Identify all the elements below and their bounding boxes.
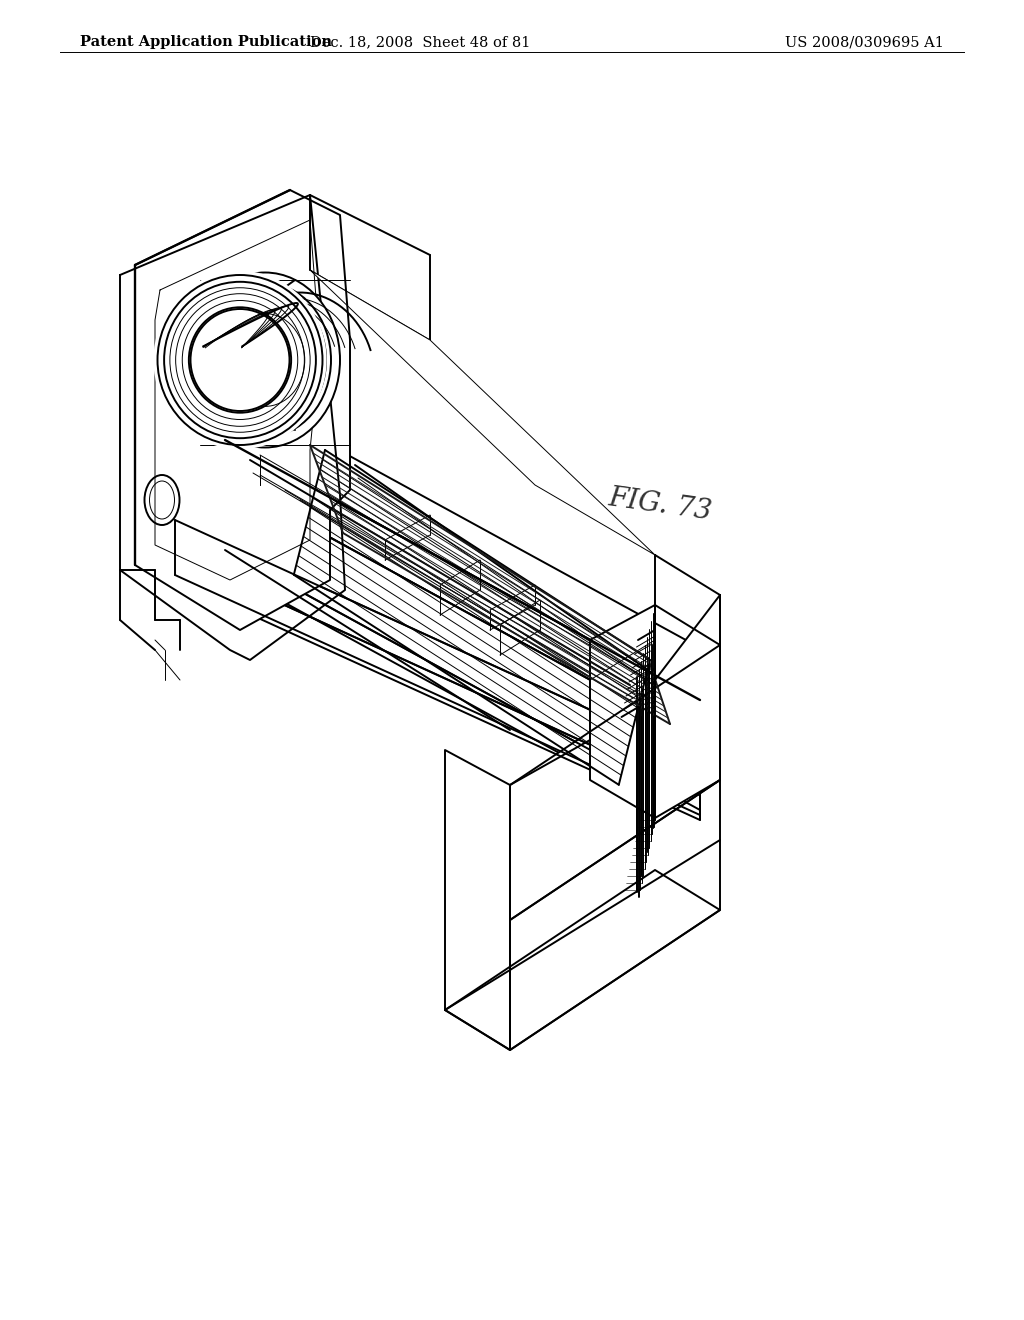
- Ellipse shape: [190, 272, 340, 447]
- Ellipse shape: [191, 310, 289, 411]
- Polygon shape: [217, 385, 695, 741]
- Text: Dec. 18, 2008  Sheet 48 of 81: Dec. 18, 2008 Sheet 48 of 81: [310, 36, 530, 49]
- Text: FIG. 73: FIG. 73: [606, 484, 714, 525]
- Polygon shape: [175, 520, 700, 795]
- Text: US 2008/0309695 A1: US 2008/0309695 A1: [785, 36, 944, 49]
- Polygon shape: [445, 750, 510, 1049]
- Polygon shape: [655, 595, 720, 818]
- Ellipse shape: [220, 308, 310, 412]
- Polygon shape: [655, 554, 720, 645]
- Polygon shape: [510, 645, 720, 920]
- Polygon shape: [225, 480, 700, 810]
- Polygon shape: [445, 870, 720, 1049]
- Polygon shape: [120, 195, 345, 660]
- Ellipse shape: [154, 271, 327, 449]
- Polygon shape: [217, 480, 697, 795]
- Polygon shape: [310, 271, 655, 554]
- Text: Patent Application Publication: Patent Application Publication: [80, 36, 332, 49]
- Polygon shape: [135, 190, 350, 630]
- Polygon shape: [590, 605, 655, 818]
- Polygon shape: [175, 554, 700, 820]
- Polygon shape: [225, 440, 700, 741]
- Polygon shape: [510, 780, 720, 1049]
